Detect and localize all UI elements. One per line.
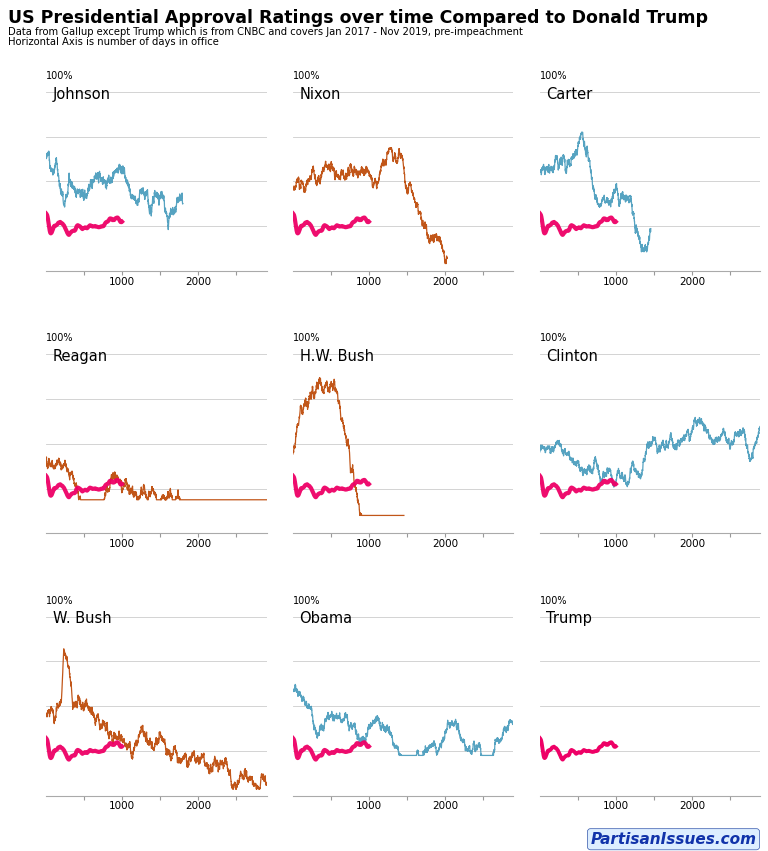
Text: Data from Gallup except Trump which is from CNBC and covers Jan 2017 - Nov 2019,: Data from Gallup except Trump which is f… [8,27,522,37]
Text: Trump: Trump [547,611,592,626]
Text: 100%: 100% [46,596,74,606]
Text: Carter: Carter [547,87,593,101]
Text: W. Bush: W. Bush [53,611,111,626]
Text: 100%: 100% [540,596,568,606]
Text: 100%: 100% [293,596,320,606]
Text: Clinton: Clinton [547,349,598,364]
Text: Reagan: Reagan [53,349,108,364]
Text: PartisanIssues.com: PartisanIssues.com [591,831,756,847]
Text: Horizontal Axis is number of days in office: Horizontal Axis is number of days in off… [8,37,219,48]
Text: Obama: Obama [300,611,353,626]
Text: Nixon: Nixon [300,87,341,101]
Text: 100%: 100% [293,334,320,343]
Text: 100%: 100% [46,334,74,343]
Text: 100%: 100% [540,71,568,81]
Text: 100%: 100% [293,71,320,81]
Text: Johnson: Johnson [53,87,111,101]
Text: H.W. Bush: H.W. Bush [300,349,373,364]
Text: US Presidential Approval Ratings over time Compared to Donald Trump: US Presidential Approval Ratings over ti… [8,9,707,26]
Text: 100%: 100% [540,334,568,343]
Text: 100%: 100% [46,71,74,81]
